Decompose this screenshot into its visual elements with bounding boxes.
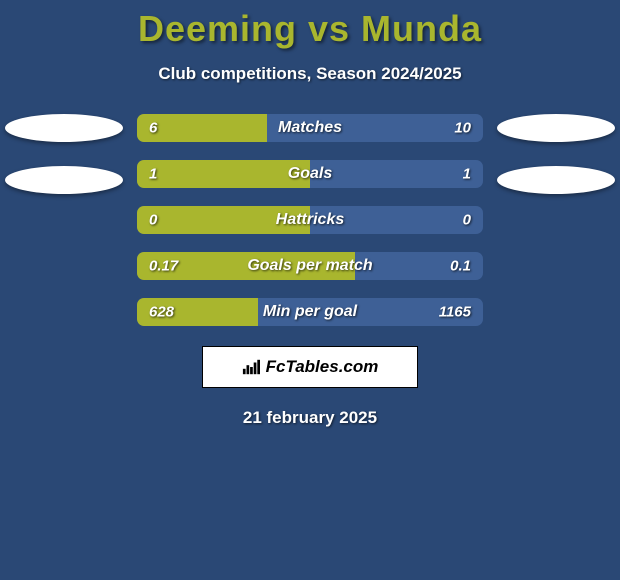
page-title: Deeming vs Munda [0, 8, 620, 50]
stat-value-right: 10 [454, 120, 471, 137]
stat-bar: Goals 1 1 [137, 160, 483, 188]
stat-value-right: 1 [463, 166, 471, 183]
logo-box[interactable]: FcTables.com [202, 346, 418, 388]
stats-zone: Matches 6 10 Goals 1 1 Hattricks 0 0 Goals per ma… [0, 114, 620, 326]
stat-bar-label: Matches [278, 119, 342, 137]
bars-icon [242, 358, 260, 376]
stat-bar-label: Goals per match [247, 257, 372, 275]
stat-value-left: 628 [149, 304, 174, 321]
right-ovals-column [497, 114, 615, 194]
stat-bar-right-seg [310, 160, 483, 188]
stat-bar: Hattricks 0 0 [137, 206, 483, 234]
stat-value-left: 1 [149, 166, 157, 183]
stat-value-left: 6 [149, 120, 157, 137]
page-subtitle: Club competitions, Season 2024/2025 [0, 64, 620, 84]
stat-bar: Min per goal 628 1165 [137, 298, 483, 326]
stat-value-right: 1165 [439, 304, 471, 321]
stat-bar-label: Hattricks [276, 211, 344, 229]
stat-value-left: 0.17 [149, 258, 178, 275]
stat-value-left: 0 [149, 212, 157, 229]
stat-bar-label: Goals [288, 165, 332, 183]
left-ovals-column [5, 114, 123, 194]
main-container: Deeming vs Munda Club competitions, Seas… [0, 0, 620, 428]
stat-bar-left-seg [137, 160, 310, 188]
player-oval-left [5, 166, 123, 194]
stat-bar-label: Min per goal [263, 303, 357, 321]
player-oval-right [497, 114, 615, 142]
player-oval-right [497, 166, 615, 194]
date-line: 21 february 2025 [0, 408, 620, 428]
stat-bar: Matches 6 10 [137, 114, 483, 142]
logo-text: FcTables.com [266, 357, 379, 377]
stat-bars: Matches 6 10 Goals 1 1 Hattricks 0 0 Goals per ma… [137, 114, 483, 326]
stat-bar: Goals per match 0.17 0.1 [137, 252, 483, 280]
stat-value-right: 0 [463, 212, 471, 229]
stat-value-right: 0.1 [450, 258, 471, 275]
player-oval-left [5, 114, 123, 142]
